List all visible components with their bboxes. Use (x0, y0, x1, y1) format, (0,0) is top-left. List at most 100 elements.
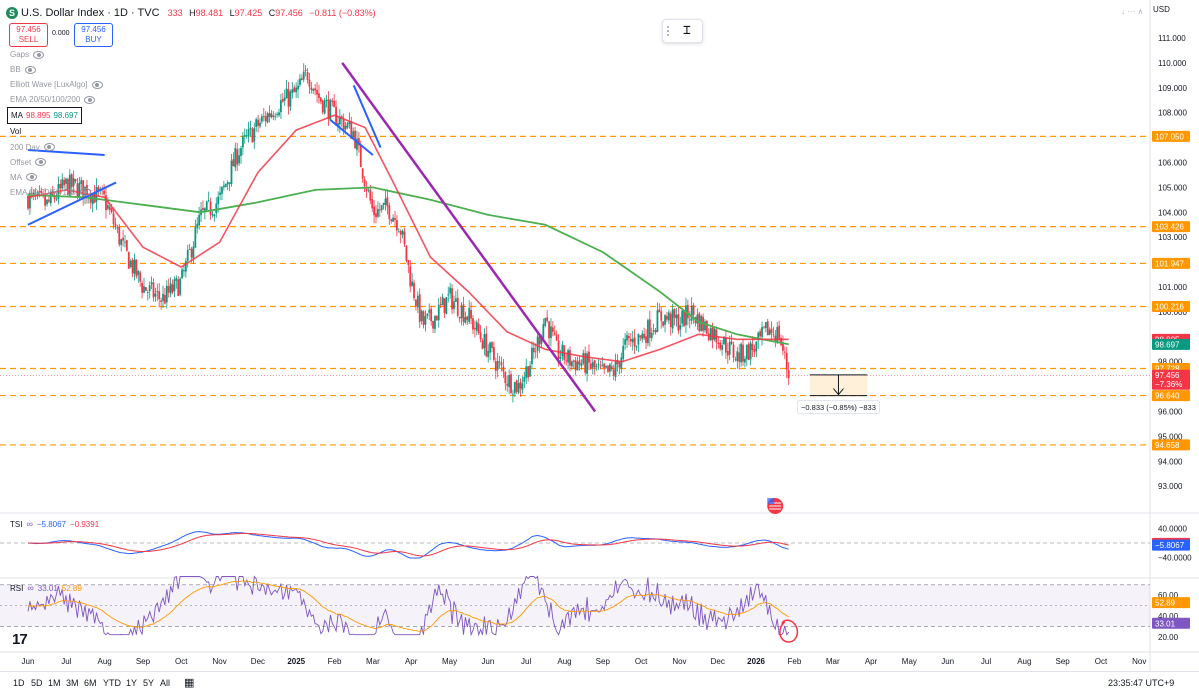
indicator-offset[interactable]: Offset (10, 155, 103, 170)
candle-body (468, 308, 471, 322)
candle-body (635, 346, 638, 348)
time-tick-label: Dec (711, 657, 725, 666)
indicator-ma2[interactable]: MA (10, 170, 103, 185)
spread-value: 0.000 (52, 30, 70, 37)
candle-body (257, 119, 259, 126)
candle-body (500, 362, 503, 366)
symbol-header[interactable]: S U.S. Dollar Index · 1D · TVC 333 H98.4… (6, 5, 378, 21)
candle-body (283, 97, 286, 101)
candle-body (196, 223, 199, 228)
candle-body (181, 269, 183, 278)
candle-body (557, 340, 560, 359)
rsi-annotation-circle (779, 619, 799, 643)
range-1m[interactable]: 1M (48, 678, 61, 688)
candle-body (589, 363, 592, 369)
candle-body (688, 319, 691, 321)
range-3m[interactable]: 3M (66, 678, 79, 688)
indicator-ema[interactable]: EMA 20/50/100/200 (10, 92, 103, 107)
range-5d[interactable]: 5D (31, 678, 43, 688)
candle-body (734, 359, 737, 361)
rsi-tick-label: 20.00 (1158, 633, 1179, 642)
candle-body (696, 314, 699, 324)
indicator-elliott[interactable]: Elliott Wave [LuxAlgo] (10, 77, 103, 92)
candle-body (742, 344, 744, 362)
range-all[interactable]: All (160, 678, 171, 688)
candle-body (656, 310, 659, 333)
range-6m[interactable]: 6M (84, 678, 97, 688)
range-5y[interactable]: 5Y (143, 678, 155, 688)
candle-body (599, 365, 602, 367)
price-badge (1152, 439, 1190, 451)
sell-label: SELL (18, 35, 39, 44)
candle-body (618, 362, 621, 368)
price-tick-label: 109.000 (1158, 84, 1187, 93)
indicator-200day[interactable]: 200 Day (10, 140, 103, 155)
price-badge-text: 98.697 (1155, 340, 1180, 349)
ibeam-tool-icon[interactable]: ⌶ (683, 23, 691, 38)
buy-button[interactable]: 97.456 BUY (74, 23, 113, 47)
eye-icon[interactable] (84, 95, 96, 104)
candle-body (633, 337, 636, 347)
indicator-ema-long[interactable]: EMA 10/20/60/100 (10, 185, 103, 200)
candle-body (293, 87, 296, 93)
candle-body (306, 71, 309, 80)
indicator-bb[interactable]: BB (10, 62, 103, 77)
candle-body (184, 261, 187, 272)
pane-controls[interactable]: ↓ ··· ∧ (1121, 7, 1144, 16)
candle-body (422, 311, 425, 326)
chart-area[interactable]: 93.00094.00095.00096.00097.00098.00099.0… (0, 0, 1199, 671)
drag-handle-icon[interactable] (667, 26, 671, 36)
eye-icon[interactable] (26, 173, 37, 182)
candle-body (165, 285, 168, 303)
eye-icon[interactable] (24, 65, 36, 74)
candle-body (494, 361, 497, 371)
eye-icon[interactable] (43, 143, 55, 152)
candle-body (643, 333, 646, 339)
drawing-toolbar[interactable]: ⌶ (662, 19, 703, 43)
grid (0, 0, 1199, 671)
candles (27, 63, 790, 403)
trendline (330, 119, 374, 156)
eye-icon[interactable] (91, 80, 103, 89)
candle-body (97, 187, 100, 191)
eye-icon[interactable] (33, 50, 45, 59)
candle-body (491, 342, 493, 349)
sell-button[interactable]: 97.456 SELL (9, 23, 48, 47)
candle-body (27, 195, 29, 209)
time-tick-label: Dec (251, 657, 265, 666)
range-ytd[interactable]: YTD (103, 678, 121, 688)
candle-body (413, 282, 415, 299)
candle-body (346, 123, 349, 128)
candle-body (48, 199, 50, 202)
candle-body (259, 122, 261, 127)
candle-body (365, 187, 368, 192)
range-1d[interactable]: 1D (13, 678, 25, 688)
eye-icon[interactable] (35, 158, 47, 167)
tradingview-logo[interactable]: 17 (12, 631, 28, 648)
tsi-legend[interactable]: TSI ∞ −5.8067 −0.9391 (10, 519, 99, 529)
tsi-line (28, 531, 789, 559)
indicator-vol[interactable]: Vol (10, 127, 22, 137)
candle-body (232, 159, 235, 167)
calendar-icon[interactable]: ▦ (184, 677, 195, 689)
candle-body (492, 347, 495, 360)
candle-body (439, 303, 442, 305)
rsi-legend[interactable]: RSI ∞ 33.01 52.89 (10, 583, 82, 593)
candle-body (671, 309, 674, 329)
candle-body (744, 358, 746, 363)
candle-body (508, 375, 511, 388)
candle-body (544, 318, 547, 326)
candle-body (338, 117, 341, 125)
indicator-gaps[interactable]: Gaps (10, 47, 103, 62)
candle-body (209, 201, 212, 215)
eye-icon[interactable] (79, 188, 91, 197)
indicator-ma[interactable]: MA 98.895 98.697 (7, 107, 103, 125)
rsi-tick-label: 60.00 (1158, 591, 1179, 600)
candle-body (162, 293, 164, 302)
candle-body (122, 237, 124, 241)
currency-selector[interactable]: USD (1153, 5, 1170, 14)
candle-body (55, 198, 58, 200)
symbol-name[interactable]: U.S. Dollar Index · 1D · TVC (21, 7, 160, 19)
candle-body (458, 316, 461, 319)
range-1y[interactable]: 1Y (126, 678, 138, 688)
